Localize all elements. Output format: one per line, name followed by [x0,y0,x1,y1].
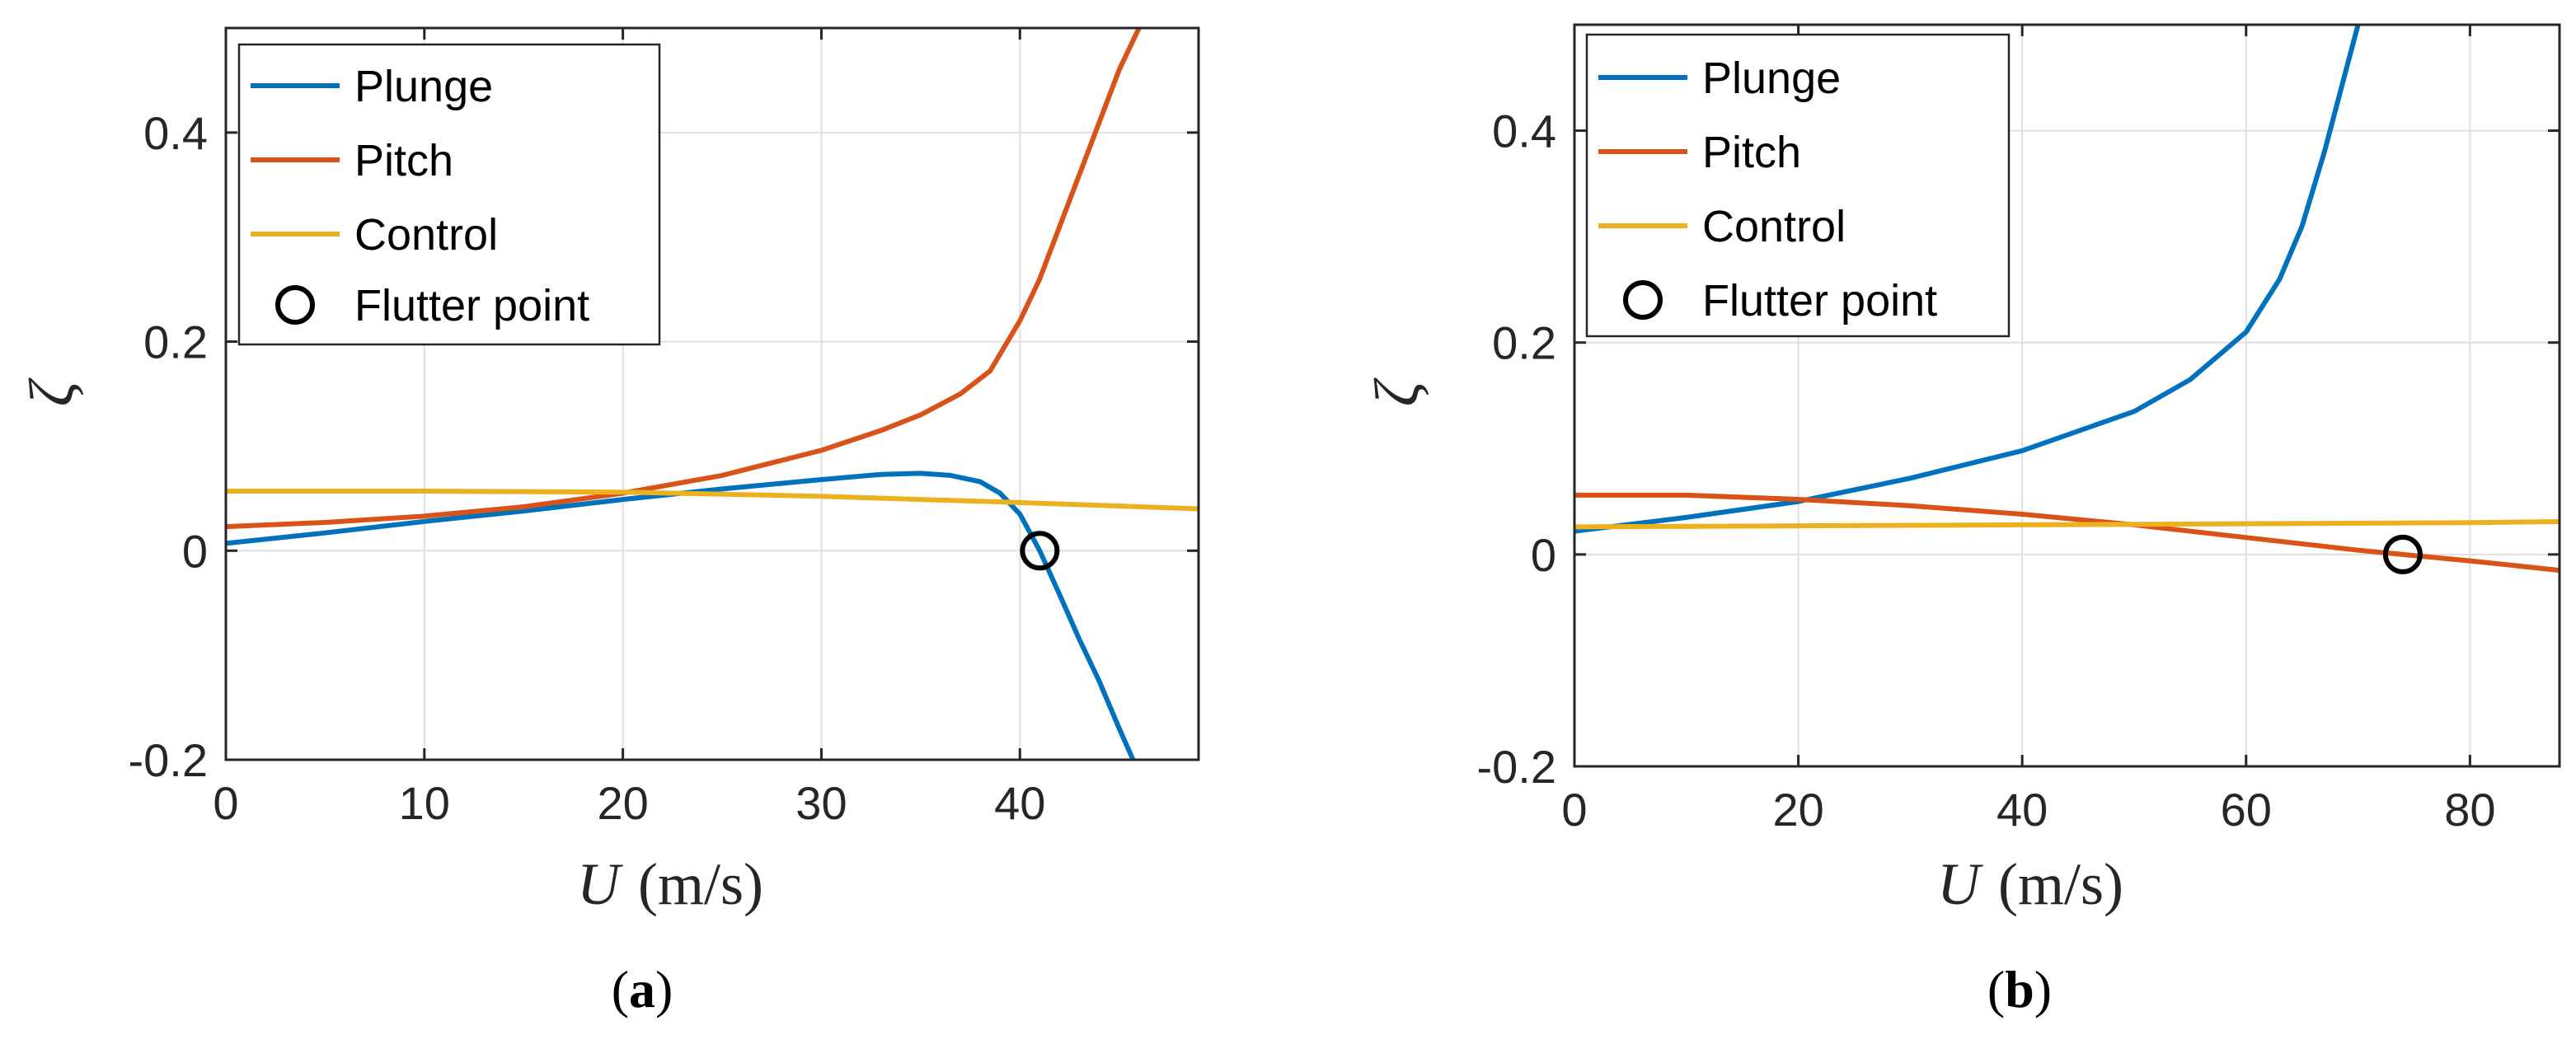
y-tick-label: 0 [1531,529,1556,581]
panel-b: 0 20 40 60 80-0.200.20.4U (m/s)ζPlungePitchCo… [1363,23,2561,1019]
series-line-plunge [226,471,1136,760]
y-tick-label: 0 [182,525,208,577]
legend: Plunge Pitch Control Flutter point [237,43,661,346]
legend-box [1585,33,2011,338]
series-line-pitch [1574,492,2560,574]
x-tick-label: 40 [994,777,1045,829]
legend-label: Flutter point [1702,276,1937,325]
x-tick-label: 20 [1772,784,1823,836]
legend-label: Pitch [354,136,453,185]
x-tick-label: 30 [795,777,847,829]
legend-swatch-flutter-point [1623,280,1663,320]
legend-label: Control [354,210,498,260]
legend-swatch-flutter-point [275,285,315,325]
axes-box [224,26,1200,761]
x-tick-label: 80 [2444,784,2495,836]
panel-caption: (a) [612,960,673,1019]
x-tick-label: 40 [1997,784,2048,836]
y-tick-label: 0.2 [1492,317,1556,369]
series-line-control [1574,519,2560,530]
flutter-point-marker [1020,531,1060,571]
legend-label: Flutter point [354,281,589,330]
y-tick-label: 0.4 [143,107,208,159]
legend-label: Plunge [354,62,493,111]
series-line-plunge [1574,25,2361,534]
series-line-control [226,489,1199,512]
x-tick-label: 10 [399,777,450,829]
y-axis-label: ζ [1363,377,1432,406]
axes-box [1573,23,2561,768]
panel-a: 0 10 20 30 40-0.200.20.4U (m/s)ζPlungePitchCo… [17,26,1200,1019]
y-tick-label: 0.2 [143,316,208,368]
x-tick-label: 0 [1561,784,1587,836]
x-axis-label: U (m/s) [1937,851,2123,917]
x-tick-label: 0 [213,777,238,829]
flutter-point-marker [2382,534,2423,574]
x-tick-label: 60 [2221,784,2272,836]
legend-label: Control [1702,202,1846,251]
legend-label: Plunge [1702,54,1841,103]
y-axis-label: ζ [17,377,87,406]
x-axis-label: U (m/s) [577,851,763,917]
legend-label: Pitch [1702,128,1801,177]
x-tick-label: 20 [597,777,648,829]
series-line-pitch [226,28,1142,530]
panel-caption: (b) [1987,960,2052,1019]
y-tick-label: -0.2 [129,734,209,786]
legend: Plunge Pitch Control Flutter point [1585,33,2011,338]
y-tick-label: -0.2 [1477,741,1557,793]
y-tick-label: 0.4 [1492,105,1556,157]
